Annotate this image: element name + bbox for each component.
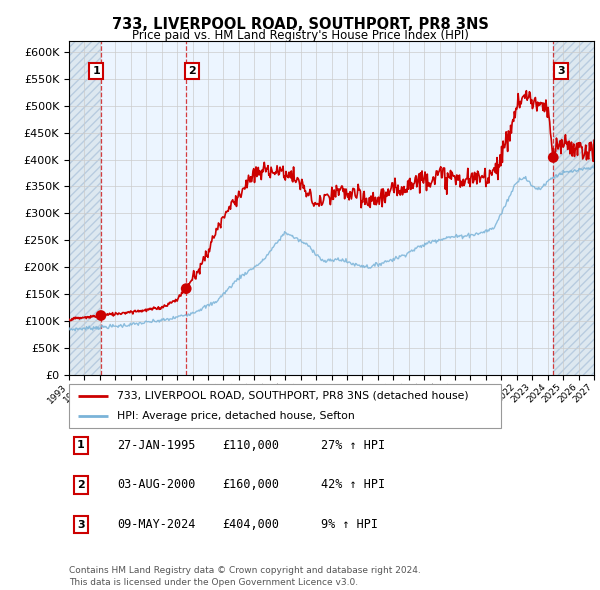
Text: 27-JAN-1995: 27-JAN-1995	[117, 439, 196, 452]
Text: 09-MAY-2024: 09-MAY-2024	[117, 518, 196, 531]
Text: 733, LIVERPOOL ROAD, SOUTHPORT, PR8 3NS (detached house): 733, LIVERPOOL ROAD, SOUTHPORT, PR8 3NS …	[116, 391, 468, 401]
Text: Contains HM Land Registry data © Crown copyright and database right 2024.
This d: Contains HM Land Registry data © Crown c…	[69, 566, 421, 587]
Point	[548, 153, 558, 162]
Text: 733, LIVERPOOL ROAD, SOUTHPORT, PR8 3NS: 733, LIVERPOOL ROAD, SOUTHPORT, PR8 3NS	[112, 17, 488, 31]
Text: 1: 1	[92, 66, 100, 76]
Text: £160,000: £160,000	[222, 478, 279, 491]
Text: 3: 3	[77, 520, 85, 529]
Text: 03-AUG-2000: 03-AUG-2000	[117, 478, 196, 491]
Text: £404,000: £404,000	[222, 518, 279, 531]
Text: 42% ↑ HPI: 42% ↑ HPI	[321, 478, 385, 491]
Text: 1: 1	[77, 441, 85, 450]
Text: 2: 2	[188, 66, 196, 76]
Point	[181, 284, 191, 293]
Point	[96, 311, 106, 320]
Text: 3: 3	[557, 66, 565, 76]
Bar	[101, 41, 553, 375]
Bar	[553, 41, 594, 375]
Bar	[69, 41, 101, 375]
Text: 2: 2	[77, 480, 85, 490]
Text: 9% ↑ HPI: 9% ↑ HPI	[321, 518, 378, 531]
FancyBboxPatch shape	[69, 384, 501, 428]
Text: HPI: Average price, detached house, Sefton: HPI: Average price, detached house, Seft…	[116, 411, 354, 421]
Text: 27% ↑ HPI: 27% ↑ HPI	[321, 439, 385, 452]
Text: £110,000: £110,000	[222, 439, 279, 452]
Text: Price paid vs. HM Land Registry's House Price Index (HPI): Price paid vs. HM Land Registry's House …	[131, 30, 469, 42]
